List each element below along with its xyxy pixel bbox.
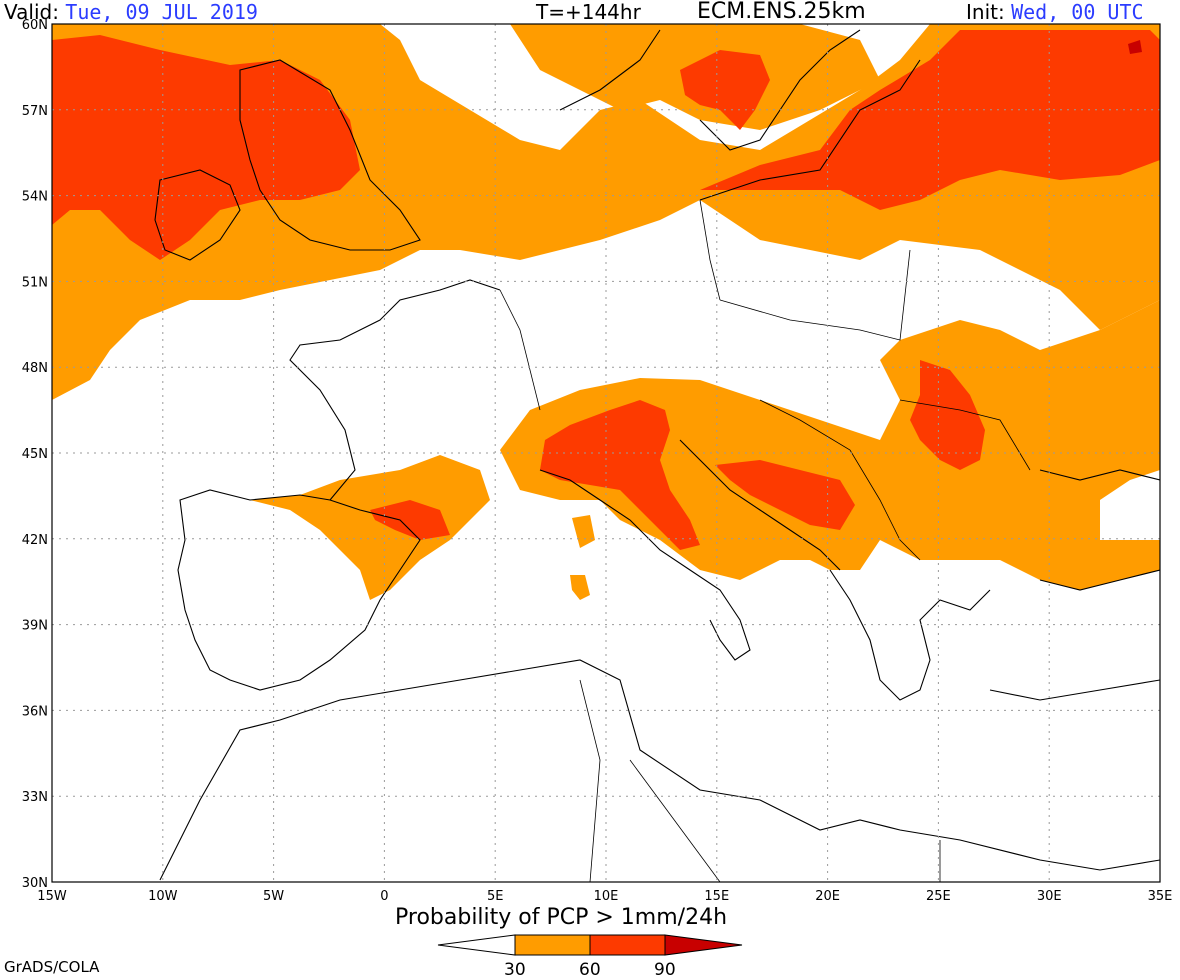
lat-tick-label: 39N (22, 619, 48, 634)
turkey-coast (989, 679, 1160, 701)
prob-90-plus-areas (1128, 40, 1142, 54)
border-algeria-libya (629, 759, 721, 882)
lon-tick-label: 0 (380, 889, 388, 904)
lon-tick-label: 10W (148, 889, 178, 904)
balkans-red (715, 460, 855, 530)
map-frame (51, 23, 1161, 883)
border-germany-poland (699, 199, 721, 301)
lat-tick-label: 42N (22, 533, 48, 548)
lat-tick-label: 51N (22, 275, 48, 290)
lat-tick-label: 30N (22, 876, 48, 891)
lat-lon-grid (52, 24, 1160, 882)
colorbar-title: Probability of PCP > 1mm/24h (395, 905, 728, 930)
border-central-east (719, 249, 911, 341)
spain-pyrenees-area (250, 455, 490, 600)
ebro-red (370, 500, 450, 540)
valid-date: Tue, 09 JUL 2019 (65, 0, 258, 24)
adriatic-coast (679, 439, 841, 571)
lon-tick-labels: 15W 10W 5W 0 5E 10E 15E 20E 25E 30E 35E (37, 889, 1172, 904)
lat-tick-label: 45N (22, 447, 48, 462)
credit-text: GrADS/COLA (4, 958, 100, 976)
lon-tick-label: 15E (704, 889, 729, 904)
corsica-area (572, 515, 595, 548)
prob-60-90-areas (52, 30, 1160, 550)
colorbar-tick-90: 90 (654, 960, 676, 980)
sardinia-area (570, 575, 590, 600)
colorbar-tick-60: 60 (579, 960, 601, 980)
iberia-coast (177, 489, 421, 691)
init-time: Wed, 00 UTC (1011, 0, 1144, 24)
lon-tick-label: 10E (594, 889, 619, 904)
border-algeria-tunisia (579, 679, 601, 882)
lat-tick-labels: 60N 57N 54N 51N 48N 45N 42N 39N 36N 33N 30N (22, 18, 48, 891)
uk-coast (239, 59, 421, 251)
border-balkans (759, 399, 921, 561)
border-romania-ukraine (899, 399, 1031, 471)
country-borders (499, 199, 1031, 882)
lat-tick-label: 60N (22, 18, 48, 33)
russia-dark-red (1128, 40, 1142, 54)
black-sea-coast (1039, 469, 1160, 591)
greece-coast (829, 569, 991, 701)
colorbar: 30 60 90 (437, 934, 743, 980)
lat-tick-label: 57N (22, 104, 48, 119)
lat-tick-label: 54N (22, 190, 48, 205)
lon-tick-label: 5W (263, 889, 284, 904)
lon-tick-label: 20E (815, 889, 840, 904)
valid-label-group: Valid: Tue, 09 JUL 2019 (4, 0, 258, 24)
colorbar-30-60-swatch (514, 934, 591, 956)
atlantic-ireland-red (52, 35, 360, 260)
baltic-russia-red (700, 30, 1160, 210)
north-africa-coast (159, 659, 1160, 881)
valid-label: Valid: (4, 0, 59, 24)
lat-tick-label: 36N (22, 704, 48, 719)
lat-tick-label: 33N (22, 790, 48, 805)
alps-red (540, 400, 700, 550)
italy-coast (539, 469, 751, 661)
lead-time: T=+144hr (536, 0, 641, 24)
ireland-coast (154, 169, 241, 261)
france-coast (289, 279, 501, 501)
colorbar-above-90-triangle (664, 934, 743, 956)
lon-tick-label: 25E (926, 889, 951, 904)
lon-tick-label: 15W (37, 889, 67, 904)
ukraine-red (910, 360, 985, 470)
colorbar-tick-30: 30 (504, 960, 526, 980)
baltic-coast (699, 59, 921, 201)
border-france-germany (499, 289, 541, 411)
lon-tick-label: 5E (487, 889, 504, 904)
init-label-group: Init: Wed, 00 UTC (966, 0, 1144, 24)
lon-tick-label: 35E (1148, 889, 1173, 904)
sweden-red (680, 50, 770, 130)
lon-tick-label: 30E (1037, 889, 1062, 904)
lat-tick-label: 48N (22, 361, 48, 376)
colorbar-60-90-swatch (589, 934, 666, 956)
model-name: ECM.ENS.25km (697, 0, 866, 24)
colorbar-below-30-triangle (437, 934, 516, 956)
precip-fields (52, 24, 1160, 882)
init-label: Init: (966, 0, 1005, 24)
